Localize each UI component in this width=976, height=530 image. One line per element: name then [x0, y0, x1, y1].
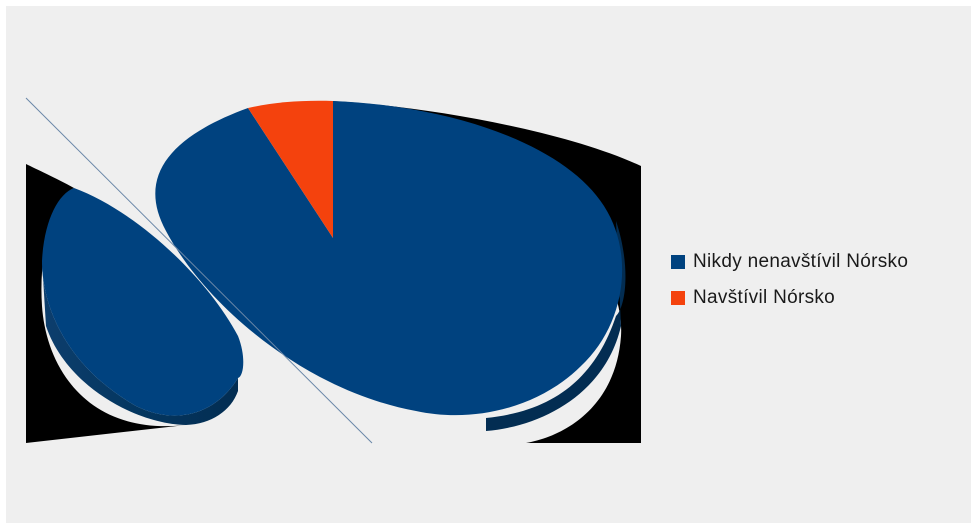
slice-left-top [42, 188, 244, 416]
slice-navstivil [248, 100, 333, 238]
legend-item-navstivil: Navštívil Nórsko [671, 280, 908, 316]
slice-main-side [486, 221, 626, 431]
legend-item-nikdy: Nikdy nenavštívil Nórsko [671, 244, 908, 280]
legend-swatch-nikdy [671, 255, 685, 269]
legend-swatch-navstivil [671, 291, 685, 305]
legend: Nikdy nenavštívil Nórsko Navštívil Nórsk… [671, 244, 908, 316]
legend-label-navstivil: Navštívil Nórsko [693, 287, 836, 308]
slice-nikdy [155, 101, 623, 416]
legend-label-nikdy: Nikdy nenavštívil Nórsko [693, 251, 909, 272]
chart-area: Nikdy nenavštívil Nórsko Navštívil Nórsk… [6, 6, 971, 523]
divider-line [25, 97, 373, 444]
slice-left-side [42, 261, 238, 425]
pie-chart [25, 97, 641, 444]
pie-shadow-left [26, 164, 186, 443]
